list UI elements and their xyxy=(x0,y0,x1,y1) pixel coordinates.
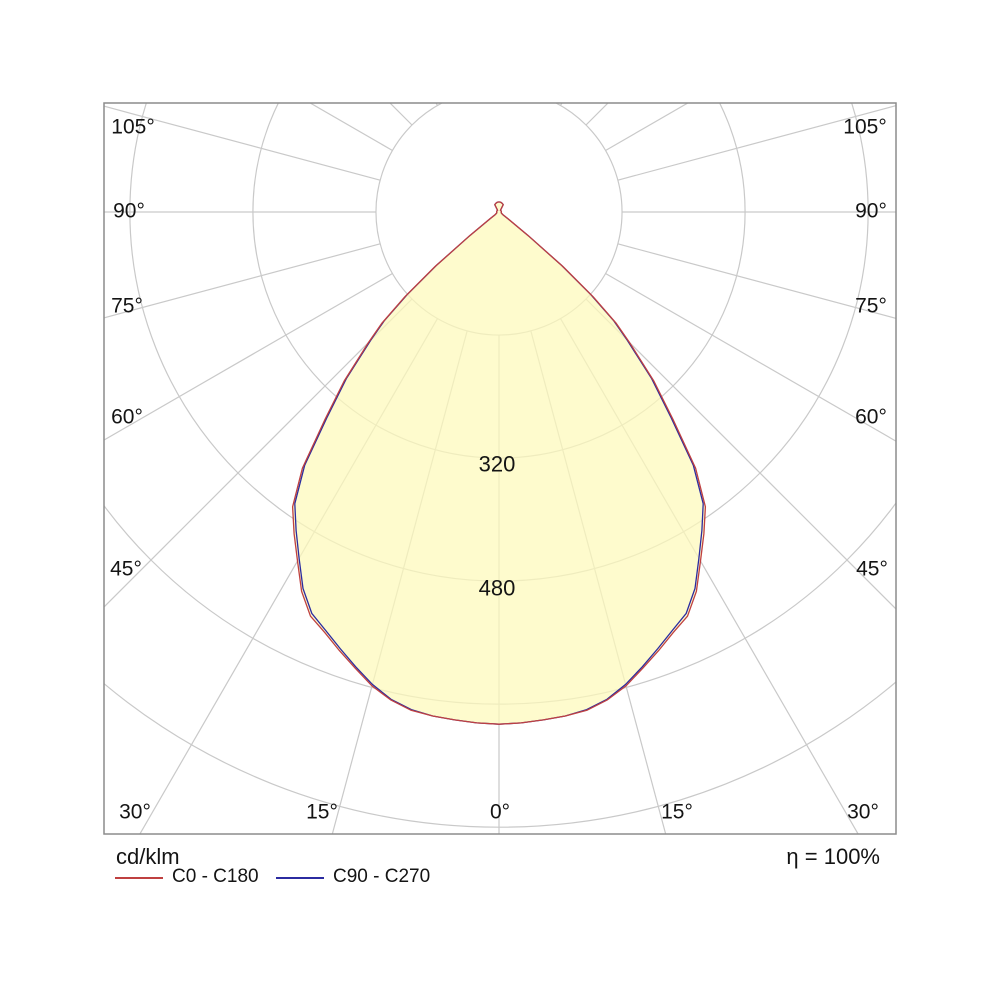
angle-label: 90° xyxy=(113,200,145,223)
angle-label: 90° xyxy=(855,200,887,223)
angle-label: 15° xyxy=(306,801,338,824)
plot-border xyxy=(103,102,897,835)
grid-ray-135 xyxy=(389,103,413,126)
curve-c0-c180 xyxy=(291,201,707,725)
angle-label: 60° xyxy=(111,406,143,429)
grid-ray-45 xyxy=(104,298,413,608)
efficiency-label: η = 100% xyxy=(786,844,880,869)
grid-ray-105 xyxy=(104,105,381,181)
angle-label: 60° xyxy=(855,406,887,429)
grid-ray-150 xyxy=(560,103,563,106)
grid-ray-120 xyxy=(605,103,689,151)
grid-ray-45 xyxy=(585,298,896,610)
grid-ray-120 xyxy=(309,103,393,151)
grid-ray-60 xyxy=(605,273,896,442)
angle-label: 30° xyxy=(119,801,151,824)
angle-label: 45° xyxy=(110,558,142,581)
legend-line-c0-c180 xyxy=(115,877,163,879)
grid-ray-60 xyxy=(104,273,393,441)
ring-label-320: 320 xyxy=(479,452,516,477)
unit-label: cd/klm xyxy=(116,844,180,869)
intensity-fill xyxy=(292,202,706,725)
angle-label: 0° xyxy=(490,801,510,824)
legend-label-c0-c180: C0 - C180 xyxy=(172,866,259,887)
grid-ray-135 xyxy=(585,103,609,126)
grid-ray-75 xyxy=(617,243,896,319)
angle-label: 75° xyxy=(111,295,143,318)
legend-line-c90-c270 xyxy=(276,877,324,879)
grid-ray-75 xyxy=(104,243,381,319)
ring-label-480: 480 xyxy=(479,576,516,601)
angle-label: 105° xyxy=(111,116,154,139)
angle-label: 75° xyxy=(855,295,887,318)
angle-label: 30° xyxy=(847,801,879,824)
angle-label: 105° xyxy=(843,116,886,139)
angle-label: 15° xyxy=(661,801,693,824)
grid-ray-150 xyxy=(435,103,438,106)
legend-label-c90-c270: C90 - C270 xyxy=(333,866,431,887)
grid-ray-105 xyxy=(617,105,896,181)
angle-label: 45° xyxy=(856,558,888,581)
